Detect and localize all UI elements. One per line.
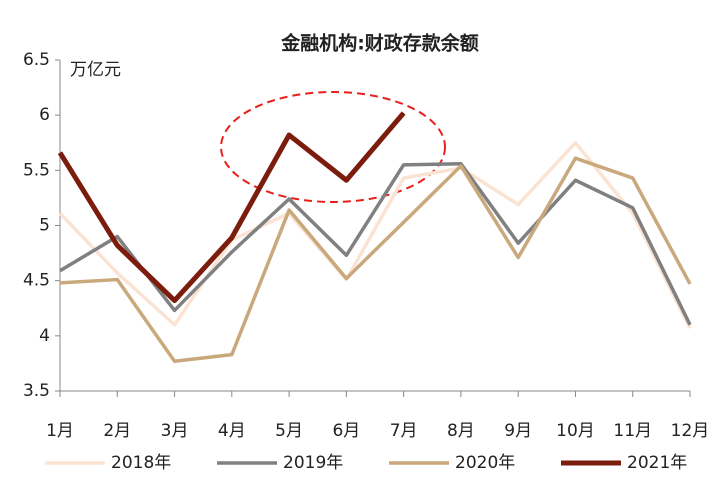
y-tick-label: 5.5 (23, 160, 50, 180)
x-tick-label: 11月 (613, 421, 652, 441)
x-tick-label: 12月 (671, 421, 710, 441)
x-tick-label: 2月 (103, 421, 131, 441)
series-line (59, 161, 692, 326)
unit-label: 万亿元 (70, 60, 121, 80)
legend-label: 2020年 (455, 453, 515, 473)
y-tick-label: 3.5 (23, 381, 50, 401)
series-line (59, 156, 692, 363)
x-tick-label: 6月 (332, 421, 360, 441)
x-tick-label: 1月 (46, 421, 74, 441)
series-line (57, 111, 406, 304)
x-tick-label: 5月 (275, 421, 303, 441)
y-tick-label: 5 (39, 216, 50, 236)
chart-title: 金融机构:财政存款余额 (280, 32, 479, 55)
legend-label: 2019年 (283, 453, 343, 473)
x-tick-label: 9月 (504, 421, 532, 441)
x-tick-label: 7月 (390, 421, 418, 441)
y-tick-label: 4 (39, 326, 50, 346)
x-tick-label: 3月 (161, 421, 189, 441)
x-tick-label: 8月 (447, 421, 475, 441)
y-tick-label: 4.5 (23, 271, 50, 291)
series-line (58, 141, 692, 329)
legend-label: 2018年 (111, 453, 171, 473)
y-tick-label: 6 (39, 105, 50, 125)
highlight-ellipse (220, 91, 446, 203)
y-tick-label: 6.5 (23, 50, 50, 70)
x-tick-label: 10月 (556, 421, 595, 441)
x-tick-label: 4月 (218, 421, 246, 441)
legend-label: 2021年 (627, 453, 687, 473)
